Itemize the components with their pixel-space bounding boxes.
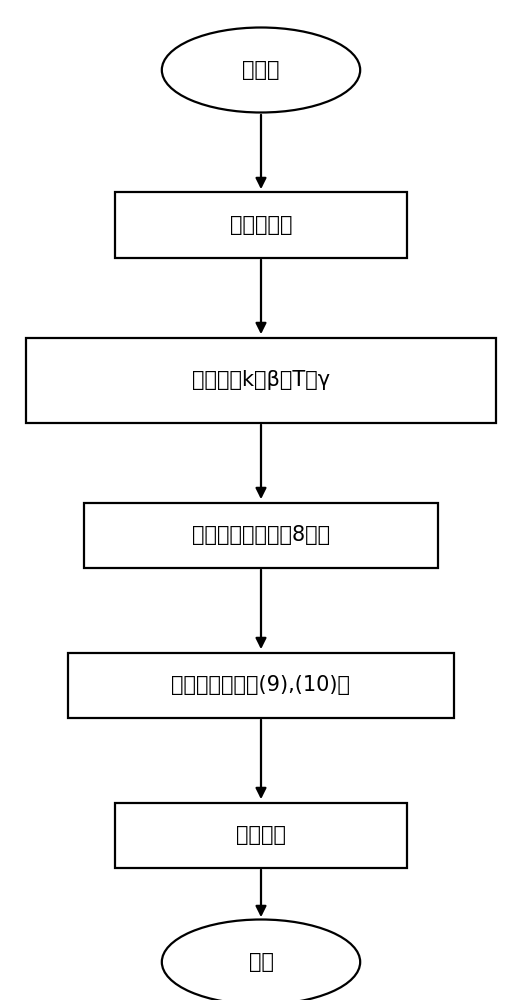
Text: 河道识别（公式(9),(10)）: 河道识别（公式(9),(10)）: [172, 675, 350, 695]
Text: 初始化: 初始化: [242, 60, 280, 80]
FancyBboxPatch shape: [26, 338, 496, 422]
Ellipse shape: [162, 920, 360, 1000]
Text: 图像预处理: 图像预处理: [230, 215, 292, 235]
FancyBboxPatch shape: [68, 652, 454, 718]
FancyBboxPatch shape: [115, 192, 407, 257]
Ellipse shape: [162, 27, 360, 112]
Text: 图像分割（公式（8））: 图像分割（公式（8））: [192, 525, 330, 545]
FancyBboxPatch shape: [84, 502, 438, 568]
FancyBboxPatch shape: [115, 802, 407, 867]
Text: 预设参数k，β，T，γ: 预设参数k，β，T，γ: [192, 370, 330, 390]
Text: 区域拼接: 区域拼接: [236, 825, 286, 845]
Text: 结果: 结果: [248, 952, 274, 972]
